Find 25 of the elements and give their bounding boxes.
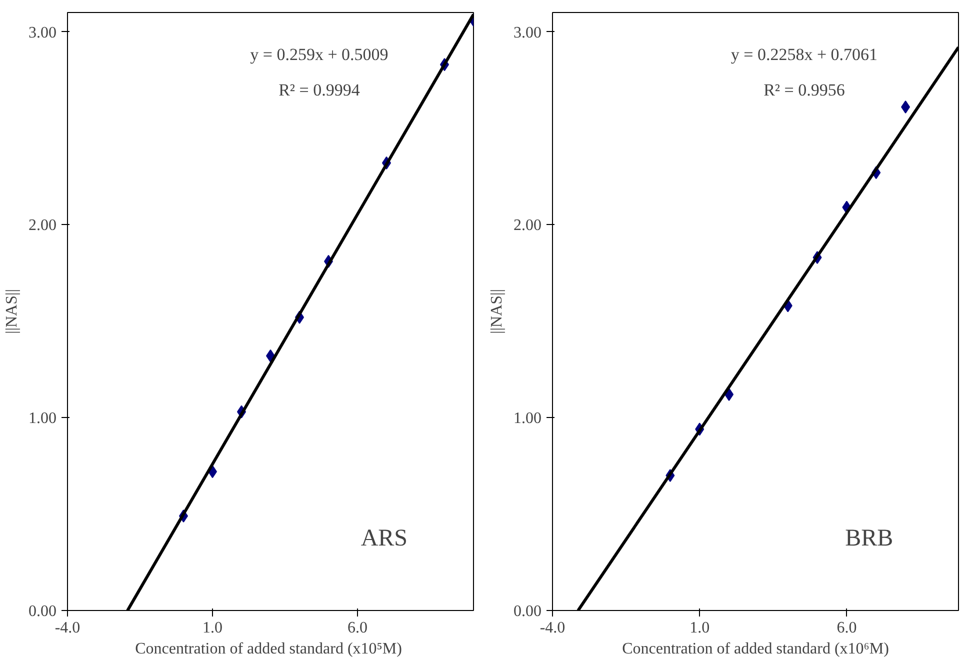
y-tick-label: 3.00 (28, 24, 56, 42)
annotation: R² = 0.9956 (764, 80, 845, 100)
y-tick-label: 0.00 (514, 603, 542, 620)
x-axis-title: Concentration of added standard (x10⁵M) (135, 640, 402, 658)
point (901, 100, 910, 114)
y-tick-label: 1.00 (28, 410, 56, 428)
x-tick-label: -4.0 (540, 620, 566, 636)
annotation: y = 0.2258x + 0.7061 (730, 44, 878, 64)
x-tick-label: 1.0 (202, 620, 222, 636)
y-tick-label: 0.00 (28, 603, 56, 620)
annotation: R² = 0.9994 (278, 80, 360, 100)
x-tick-label: 6.0 (836, 620, 857, 636)
x-axis-title: Concentration of added standard (x10⁶M) (622, 640, 889, 658)
x-tick-label: -4.0 (54, 620, 80, 636)
y-axis-title: ||NAS|| (4, 289, 20, 334)
annotation: ARS (360, 526, 408, 552)
x-tick-label: 6.0 (348, 620, 368, 636)
y-tick-label: 2.00 (514, 217, 542, 234)
y-tick-label: 3.00 (514, 24, 542, 42)
y-axis-title: ||NAS|| (488, 289, 506, 334)
x-tick-label: 1.0 (690, 620, 710, 636)
y-tick-label: 2.00 (28, 217, 56, 234)
annotation: y = 0.259x + 0.5009 (250, 44, 388, 64)
annotation: BRB (845, 526, 894, 552)
y-tick-label: 1.00 (514, 410, 542, 428)
